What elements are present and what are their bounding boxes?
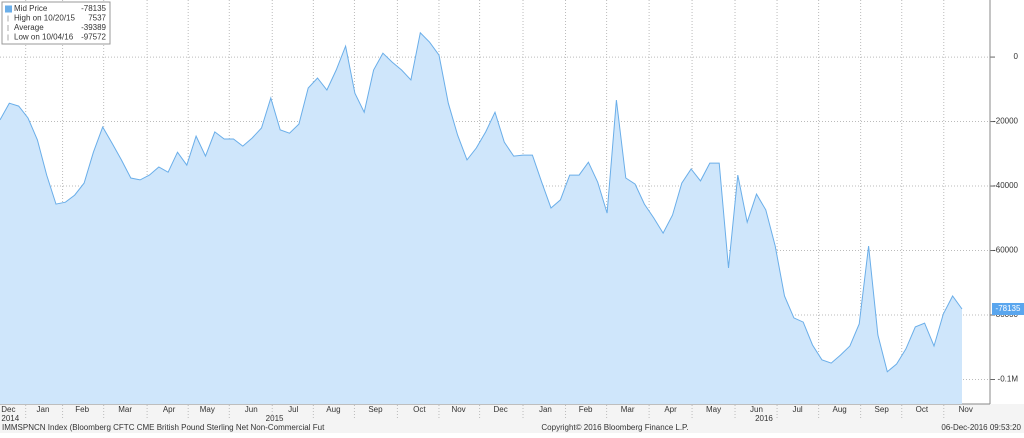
x-tick-label: Jan: [37, 405, 50, 414]
x-tick-label: Jul: [288, 405, 298, 414]
last-price-label: -78135: [996, 304, 1021, 313]
legend-label: Mid Price: [14, 4, 48, 13]
area: [0, 32, 962, 405]
year-label: 2016: [755, 414, 773, 423]
footer-left: IMMSPNCN Index (Bloomberg CFTC CME Briti…: [2, 423, 325, 432]
legend-value: -78135: [81, 4, 106, 13]
x-tick-label: Dec: [493, 405, 507, 414]
x-tick-label: Apr: [163, 405, 176, 414]
year-label: 2014: [1, 414, 19, 423]
legend-value: -39389: [81, 23, 106, 32]
x-tick-label: Dec: [1, 405, 15, 414]
legend-label: Average: [14, 23, 44, 32]
y-tick-label: -60000: [993, 246, 1018, 255]
x-tick-label: Feb: [579, 405, 593, 414]
x-tick-label: May: [200, 405, 215, 414]
x-tick-label: Nov: [451, 405, 465, 414]
y-tick-label: -20000: [993, 117, 1018, 126]
x-tick-label: Apr: [664, 405, 677, 414]
line: [0, 31, 963, 373]
legend-swatch: [5, 5, 12, 13]
year-label: 2015: [266, 414, 284, 423]
x-tick-label: Jul: [792, 405, 802, 414]
y-tick-label: -0.1M: [998, 375, 1019, 384]
x-tick-label: Jan: [539, 405, 552, 414]
x-tick-label: May: [706, 405, 721, 414]
x-tick-label: Jun: [245, 405, 258, 414]
legend-label: High on 10/20/15: [14, 14, 75, 23]
x-tick-label: Aug: [833, 405, 847, 414]
x-tick-label: Jun: [750, 405, 763, 414]
x-tick-label: Mar: [621, 405, 635, 414]
x-tick-label: Mar: [118, 405, 132, 414]
legend-value: -97572: [81, 33, 106, 42]
footer-right: 06-Dec-2016 09:53:20: [941, 423, 1021, 432]
x-tick-label: Oct: [916, 405, 929, 414]
legend-value: 7537: [88, 14, 106, 23]
axis-strip: [0, 404, 1024, 433]
x-tick-label: Sep: [368, 405, 383, 414]
x-tick-label: Feb: [75, 405, 89, 414]
x-tick-label: Oct: [413, 405, 426, 414]
x-tick-label: Sep: [875, 405, 890, 414]
last-price-tag: [992, 302, 1024, 315]
x-tick-label: Nov: [959, 405, 973, 414]
legend-box: [1, 1, 111, 45]
y-tick-label: -40000: [993, 181, 1018, 190]
footer-center: Copyright© 2016 Bloomberg Finance L.P.: [541, 423, 688, 432]
y-tick-label: 0: [1014, 52, 1019, 61]
legend-label: Low on 10/04/16: [14, 33, 74, 42]
x-tick-label: Aug: [326, 405, 340, 414]
